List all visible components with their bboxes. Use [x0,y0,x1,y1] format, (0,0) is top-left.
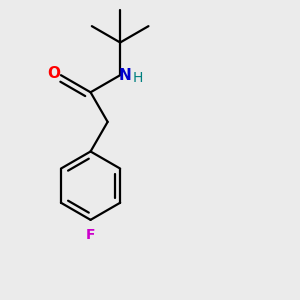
Text: N: N [118,68,131,83]
Text: O: O [47,66,60,81]
Text: F: F [86,228,95,242]
Text: H: H [132,71,142,85]
